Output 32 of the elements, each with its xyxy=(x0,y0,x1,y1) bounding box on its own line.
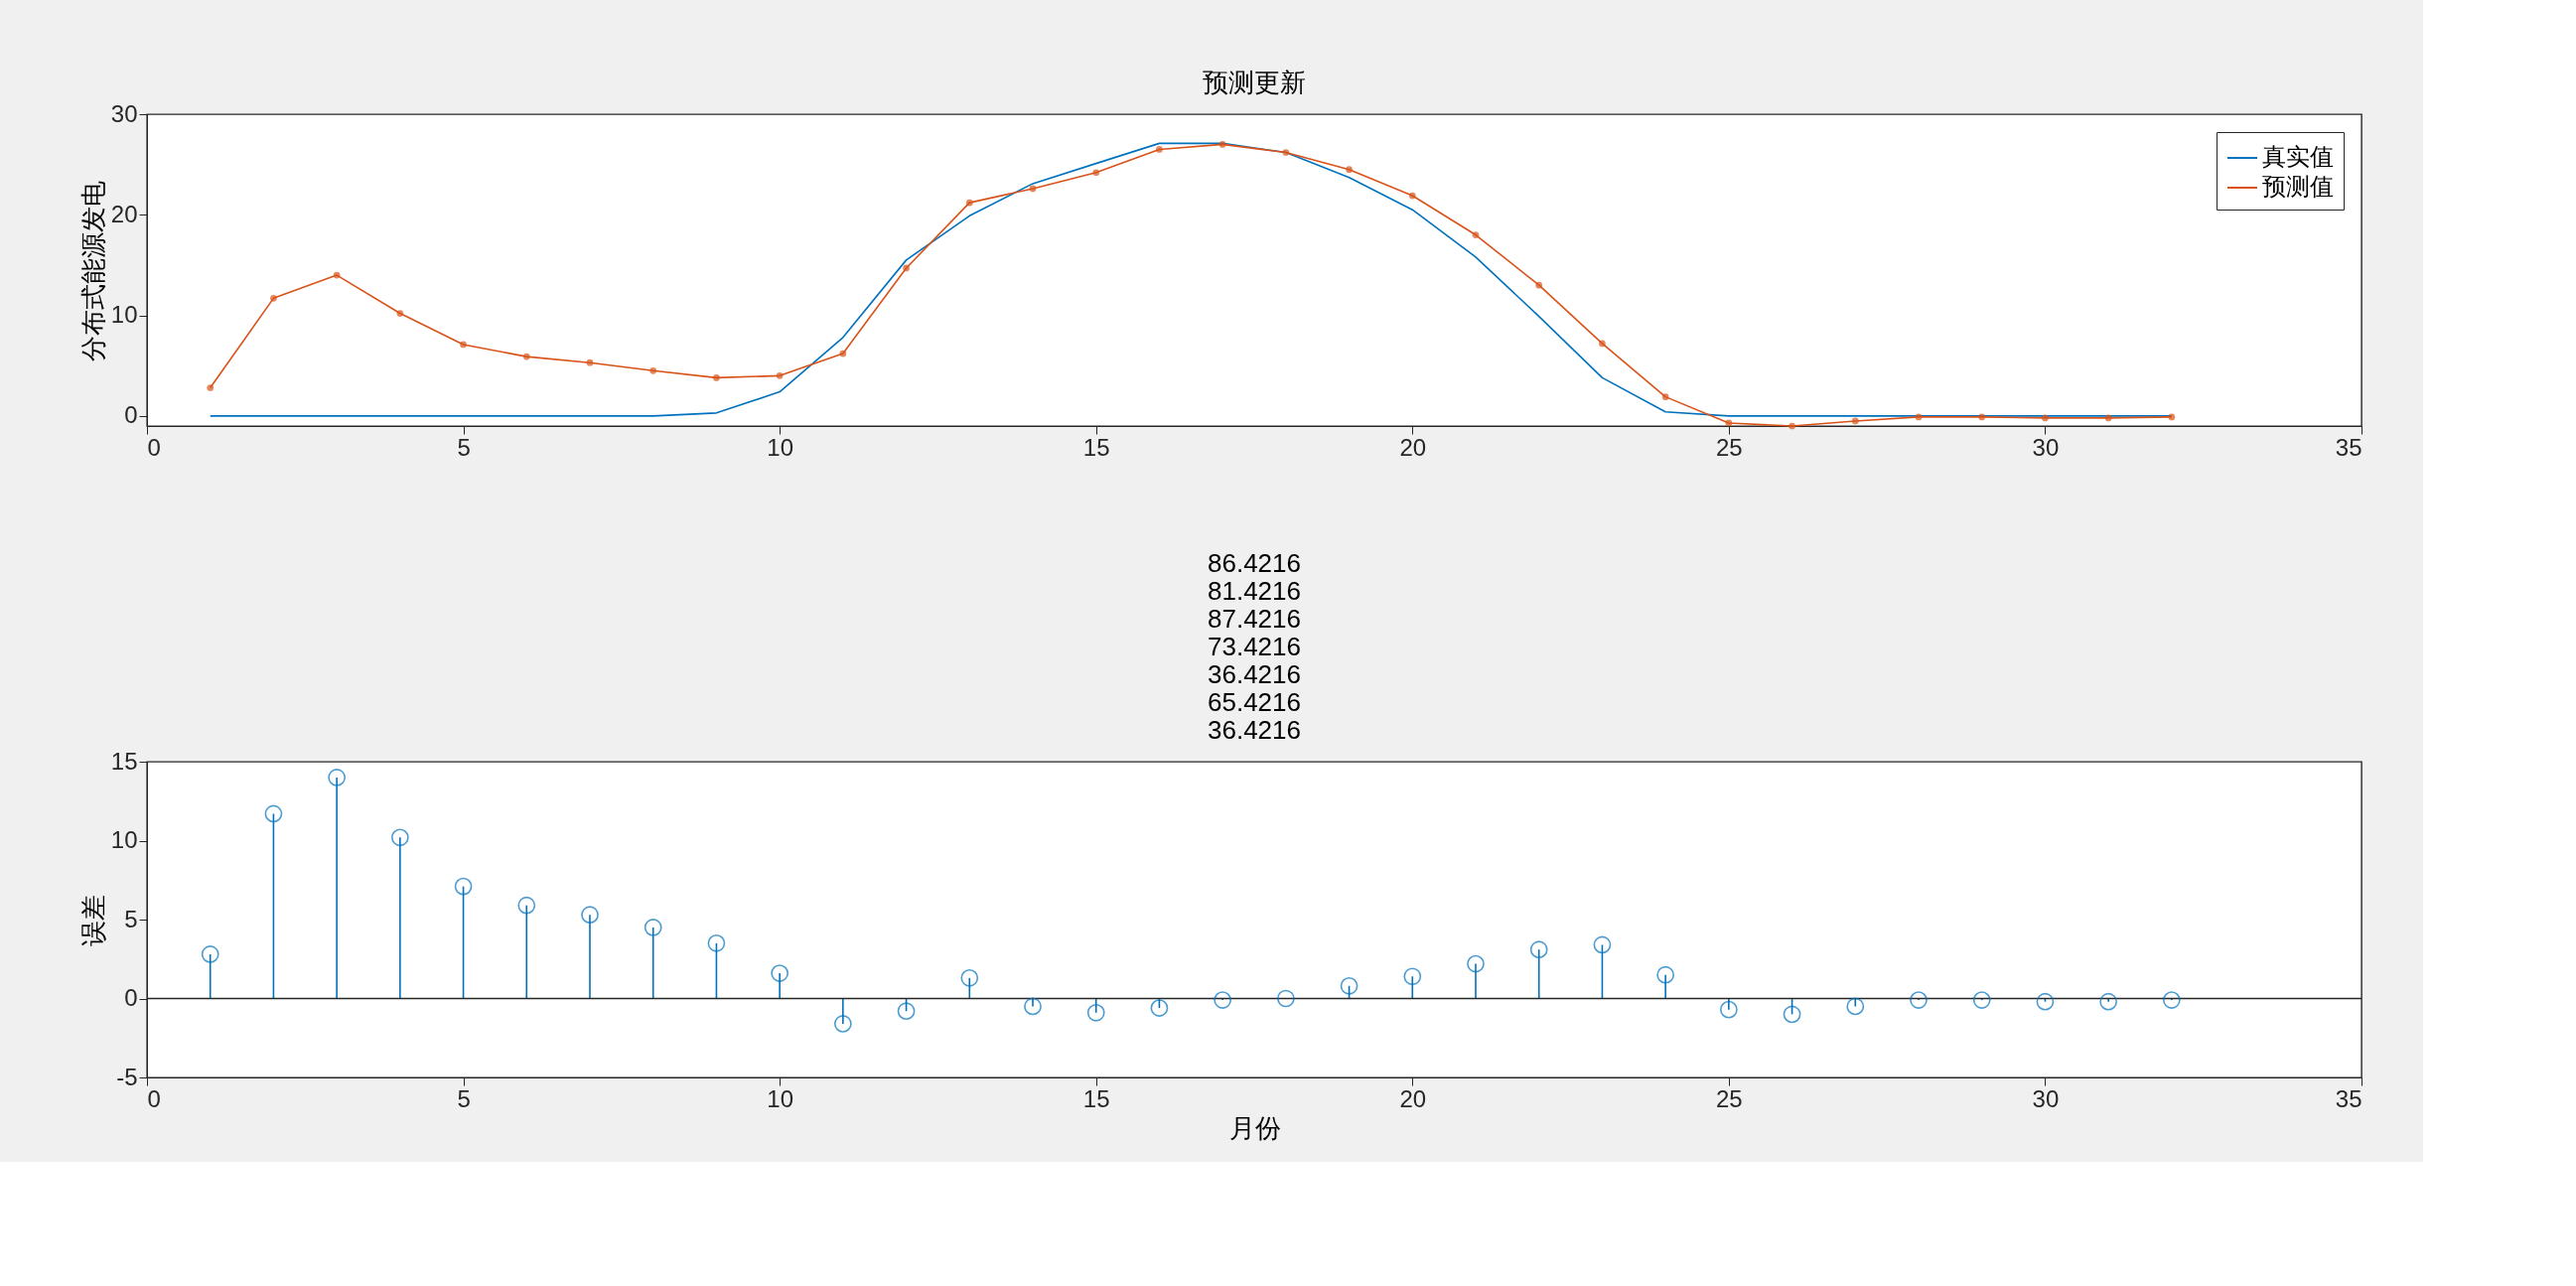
x-axis-title: 月份 xyxy=(1228,1112,1281,1143)
x-tick-label: 25 xyxy=(1716,433,1743,461)
x-tick-label: 10 xyxy=(767,433,793,461)
y-tick-label: 15 xyxy=(110,747,138,775)
legend-label: 真实值 xyxy=(2262,143,2334,170)
chart-title: 预测更新 xyxy=(1203,68,1306,97)
x-tick-label: 15 xyxy=(1082,1084,1110,1112)
x-tick-label: 5 xyxy=(457,433,471,461)
y-tick-label: -5 xyxy=(116,1063,138,1090)
x-tick-label: 25 xyxy=(1716,1084,1743,1112)
y-tick-label: 30 xyxy=(110,99,138,127)
x-tick-label: 5 xyxy=(457,1084,471,1112)
y-tick-label: 0 xyxy=(124,984,138,1011)
x-tick-label: 0 xyxy=(147,1084,161,1112)
chart-title: 86.4216 81.4216 87.4216 73.4216 36.4216 65.4216 36.4216 xyxy=(1208,548,1301,745)
y-tick-label: 10 xyxy=(110,826,138,853)
x-tick-label: 20 xyxy=(1399,433,1427,461)
x-tick-label: 30 xyxy=(2032,433,2060,461)
x-tick-label: 10 xyxy=(767,1084,793,1112)
legend-label: 预测值 xyxy=(2262,173,2334,200)
x-tick-label: 15 xyxy=(1082,433,1110,461)
x-tick-label: 35 xyxy=(2335,1084,2362,1112)
y-axis-title: 误差 xyxy=(77,894,108,946)
y-axis-title: 分布式能源发电 xyxy=(77,180,108,361)
y-tick-label: 0 xyxy=(124,401,138,429)
x-tick-label: 30 xyxy=(2032,1084,2060,1112)
x-tick-label: 35 xyxy=(2335,433,2362,461)
x-tick-label: 20 xyxy=(1399,1084,1427,1112)
y-tick-label: 10 xyxy=(110,301,138,329)
y-tick-label: 5 xyxy=(124,905,138,932)
y-tick-label: 20 xyxy=(110,200,138,227)
x-tick-label: 0 xyxy=(147,433,161,461)
